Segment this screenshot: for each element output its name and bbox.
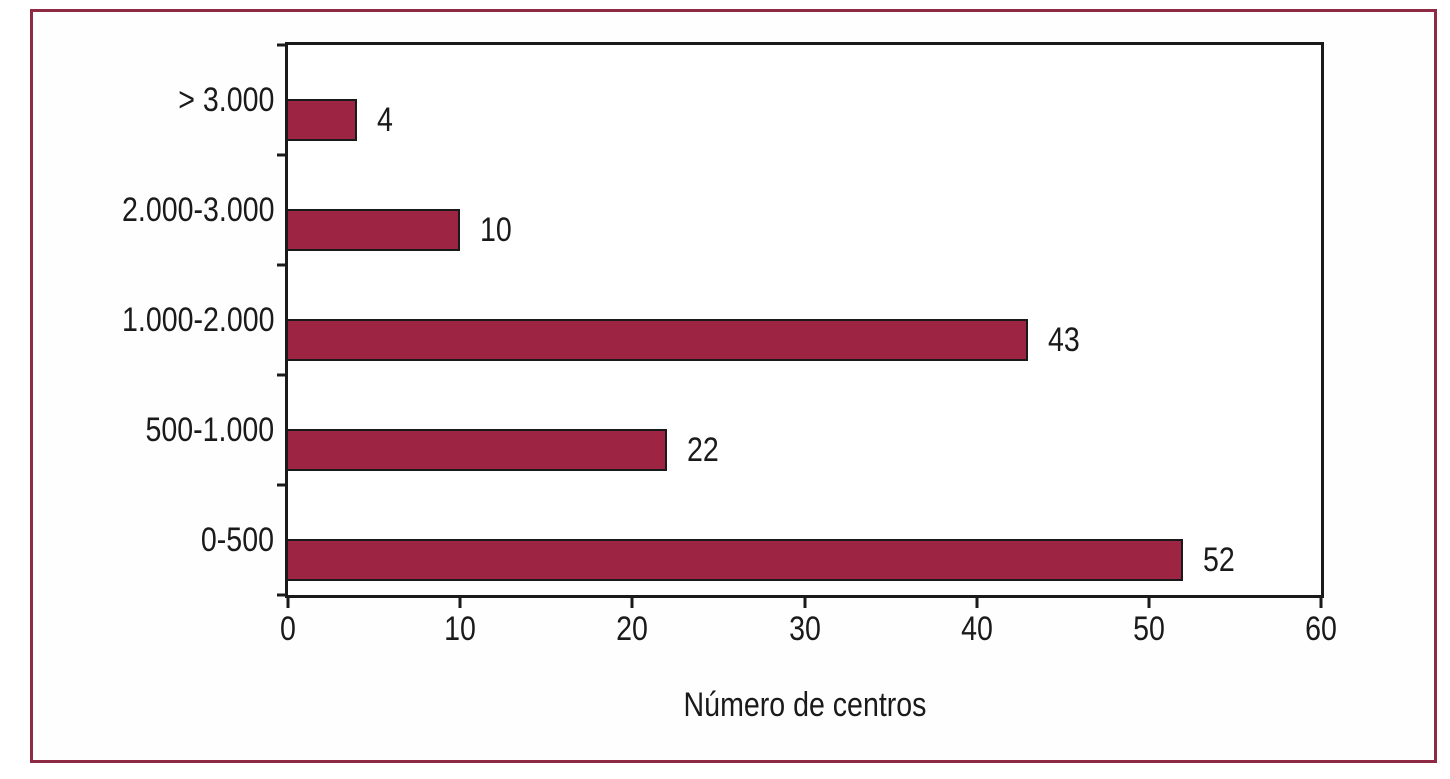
category-label: 500-1.000 (121, 413, 274, 447)
y-axis-tick (277, 153, 288, 157)
bar (288, 429, 667, 471)
x-tick-label: 50 (1130, 612, 1168, 646)
value-label-text: 43 (1048, 321, 1081, 359)
chart-row: > 3.000 4 (178, 45, 1321, 155)
x-tick-label: 30 (786, 612, 824, 646)
x-tick-label: 20 (613, 612, 651, 646)
value-label: 4 (377, 103, 396, 137)
x-axis-tick (803, 595, 806, 608)
x-tick-label-text: 40 (960, 610, 993, 648)
bar (288, 539, 1184, 581)
chart-row: 1.000-2.000 43 (122, 265, 1321, 375)
value-label: 43 (1048, 323, 1086, 357)
x-tick-label-text: 30 (788, 610, 821, 648)
chart-row: 2.000-3.000 10 (122, 155, 1321, 265)
x-axis-tick (975, 595, 979, 608)
bar (288, 319, 1029, 361)
value-label-text: 52 (1203, 541, 1236, 579)
value-label: 22 (687, 433, 725, 467)
x-tick-label: 0 (279, 612, 298, 646)
x-axis-tick (630, 595, 634, 608)
value-label-text: 4 (376, 101, 393, 139)
x-tick-label: 40 (958, 612, 996, 646)
category-label: 1.000-2.000 (93, 301, 274, 339)
y-axis-tick (277, 483, 288, 487)
x-axis-tick (1147, 595, 1151, 608)
y-axis-tick (277, 263, 288, 267)
bar (288, 209, 461, 251)
category-label-text: 0-500 (200, 521, 274, 559)
x-axis-tick (458, 595, 462, 608)
x-tick-label: 10 (441, 612, 479, 646)
x-axis-title-text: Número de centros (683, 686, 926, 724)
value-label-text: 22 (686, 431, 719, 469)
x-tick-label-text: 10 (444, 610, 477, 648)
value-label-text: 10 (480, 211, 512, 249)
bar (288, 99, 357, 141)
category-label: > 3.000 (160, 83, 274, 117)
y-axis-tick (277, 373, 288, 377)
x-tick-label: 60 (1302, 612, 1340, 646)
chart-row: 500-1.000 22 (145, 375, 1321, 485)
value-label: 52 (1203, 543, 1241, 577)
x-tick-label-text: 50 (1132, 610, 1165, 648)
x-axis-tick (286, 595, 290, 608)
x-tick-label-text: 60 (1305, 610, 1337, 648)
category-label-text: 500-1.000 (145, 411, 274, 449)
y-axis-tick (277, 593, 288, 597)
x-tick-label-text: 0 (280, 610, 296, 648)
category-label: 2.000-3.000 (93, 191, 274, 229)
x-axis-tick (1319, 595, 1323, 608)
category-label: 0-500 (187, 523, 274, 557)
plot-area: Número de centros > 3.000 4 2.000-3.000 10 1… (122, 42, 1337, 722)
value-label: 10 (480, 213, 518, 247)
chart-row: 0-500 52 (201, 485, 1321, 595)
category-label-text: 1.000-2.000 (121, 301, 274, 339)
category-label-text: > 3.000 (177, 81, 274, 119)
x-tick-label-text: 20 (616, 610, 649, 648)
category-label-text: 2.000-3.000 (121, 191, 274, 229)
x-axis-title: Número de centros (660, 688, 949, 722)
y-axis-tick (277, 43, 288, 47)
